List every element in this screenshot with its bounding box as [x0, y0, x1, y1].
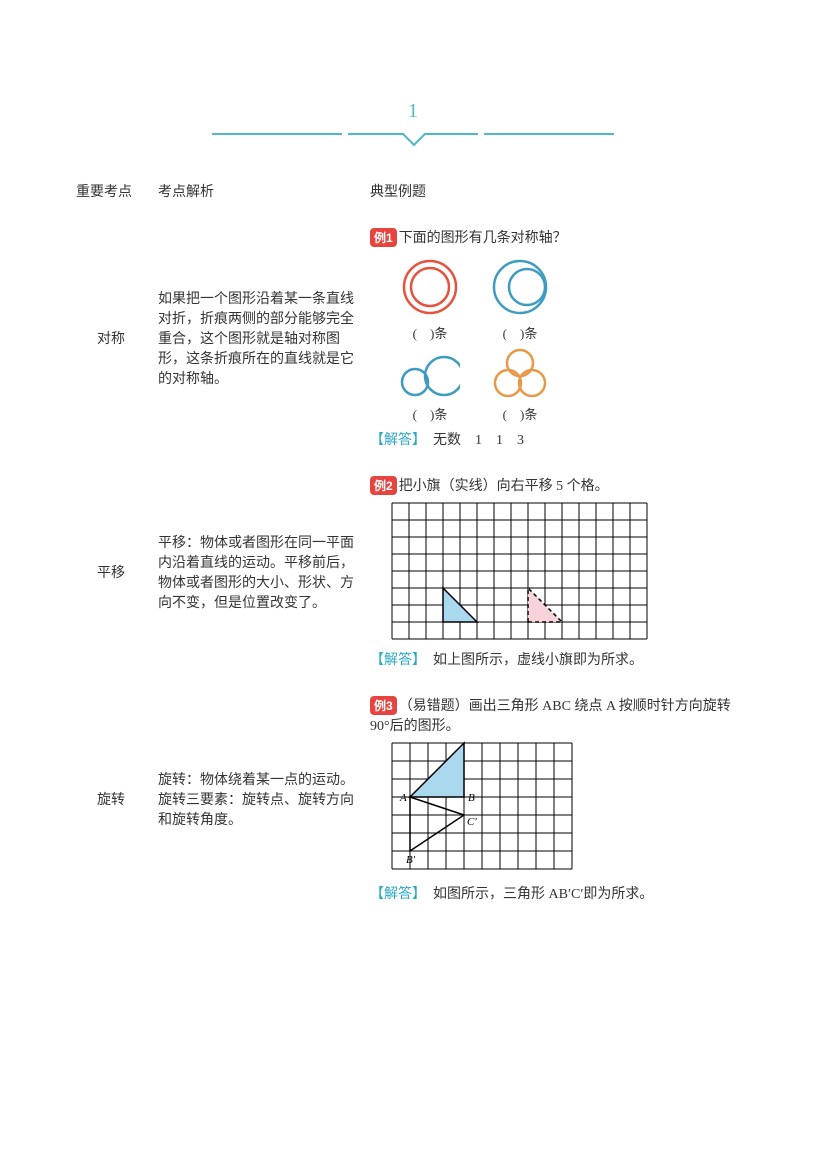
svg-text:C: C: [468, 741, 476, 744]
analysis-cell: 旋转：物体绕着某一点的运动。旋转三要素：旋转点、旋转方向和旋转角度。: [152, 689, 364, 923]
example-cell: 例3（易错题）画出三角形 ABC 绕点 A 按顺时针方向旋转 90°后的图形。 …: [364, 689, 756, 923]
example-badge-icon: 例2: [370, 476, 397, 495]
solve-label: 【解答】: [370, 433, 419, 448]
svg-text:C′: C′: [467, 816, 477, 828]
col-header-example: 典型例题: [364, 175, 756, 221]
question-text: 下面的图形有几条对称轴？: [399, 231, 567, 246]
three-tangent-circles-icon: [490, 348, 550, 398]
question-text: 把小旗（实线）向右平移 5 个格。: [399, 479, 609, 494]
example-cell: 例1下面的图形有几条对称轴？ ( )条: [364, 221, 756, 469]
question-prefix: （易错题）: [399, 699, 469, 714]
two-tangent-circles-icon: [400, 348, 460, 398]
diagram-caption: ( )条: [400, 404, 460, 423]
diagram-caption: ( )条: [400, 323, 460, 342]
example-cell: 例2把小旗（实线）向右平移 5 个格。 【解答】 如上图所示，虚线小旗即为所求。: [364, 469, 756, 689]
key-point-cell: 对称: [70, 221, 152, 469]
solve-label: 【解答】: [370, 887, 419, 902]
key-point-cell: 旋转: [70, 689, 152, 923]
answer-text: 如图所示，三角形 AB′C′即为所求。: [433, 887, 653, 902]
content-table: 重要考点 考点解析 典型例题 对称 如果把一个图形沿着某一条直线对折，折痕两侧的…: [70, 175, 756, 923]
diagram-caption: ( )条: [490, 404, 550, 423]
svg-text:B: B: [468, 792, 475, 804]
chapter-number: 1: [70, 100, 756, 123]
table-row: 对称 如果把一个图形沿着某一条直线对折，折痕两侧的部分能够完全重合，这个图形就是…: [70, 221, 756, 469]
translation-grid-diagram: [390, 501, 650, 643]
table-row: 旋转 旋转：物体绕着某一点的运动。旋转三要素：旋转点、旋转方向和旋转角度。 例3…: [70, 689, 756, 923]
symmetry-diagrams: ( )条 ( )条: [400, 257, 750, 423]
example-badge-icon: 例3: [370, 696, 397, 715]
col-header-key: 重要考点: [70, 175, 152, 221]
diagram-caption: ( )条: [490, 323, 550, 342]
rotation-grid-diagram: A B C B′ C′: [390, 741, 580, 877]
concentric-circles-icon: [400, 257, 460, 317]
key-point-cell: 平移: [70, 469, 152, 689]
analysis-cell: 平移：物体或者图形在同一平面内沿着直线的运动。平移前后，物体或者图形的大小、形状…: [152, 469, 364, 689]
col-header-analysis: 考点解析: [152, 175, 364, 221]
solve-label: 【解答】: [370, 653, 419, 668]
answer-text: 无数 1 1 3: [433, 433, 524, 448]
table-row: 平移 平移：物体或者图形在同一平面内沿着直线的运动。平移前后，物体或者图形的大小…: [70, 469, 756, 689]
svg-text:B′: B′: [406, 854, 416, 866]
example-badge-icon: 例1: [370, 228, 397, 247]
analysis-cell: 如果把一个图形沿着某一条直线对折，折痕两侧的部分能够完全重合，这个图形就是轴对称…: [152, 221, 364, 469]
svg-text:A: A: [399, 792, 407, 804]
section-divider: [70, 133, 756, 135]
answer-text: 如上图所示，虚线小旗即为所求。: [433, 653, 643, 668]
inner-tangent-circles-icon: [490, 257, 550, 317]
